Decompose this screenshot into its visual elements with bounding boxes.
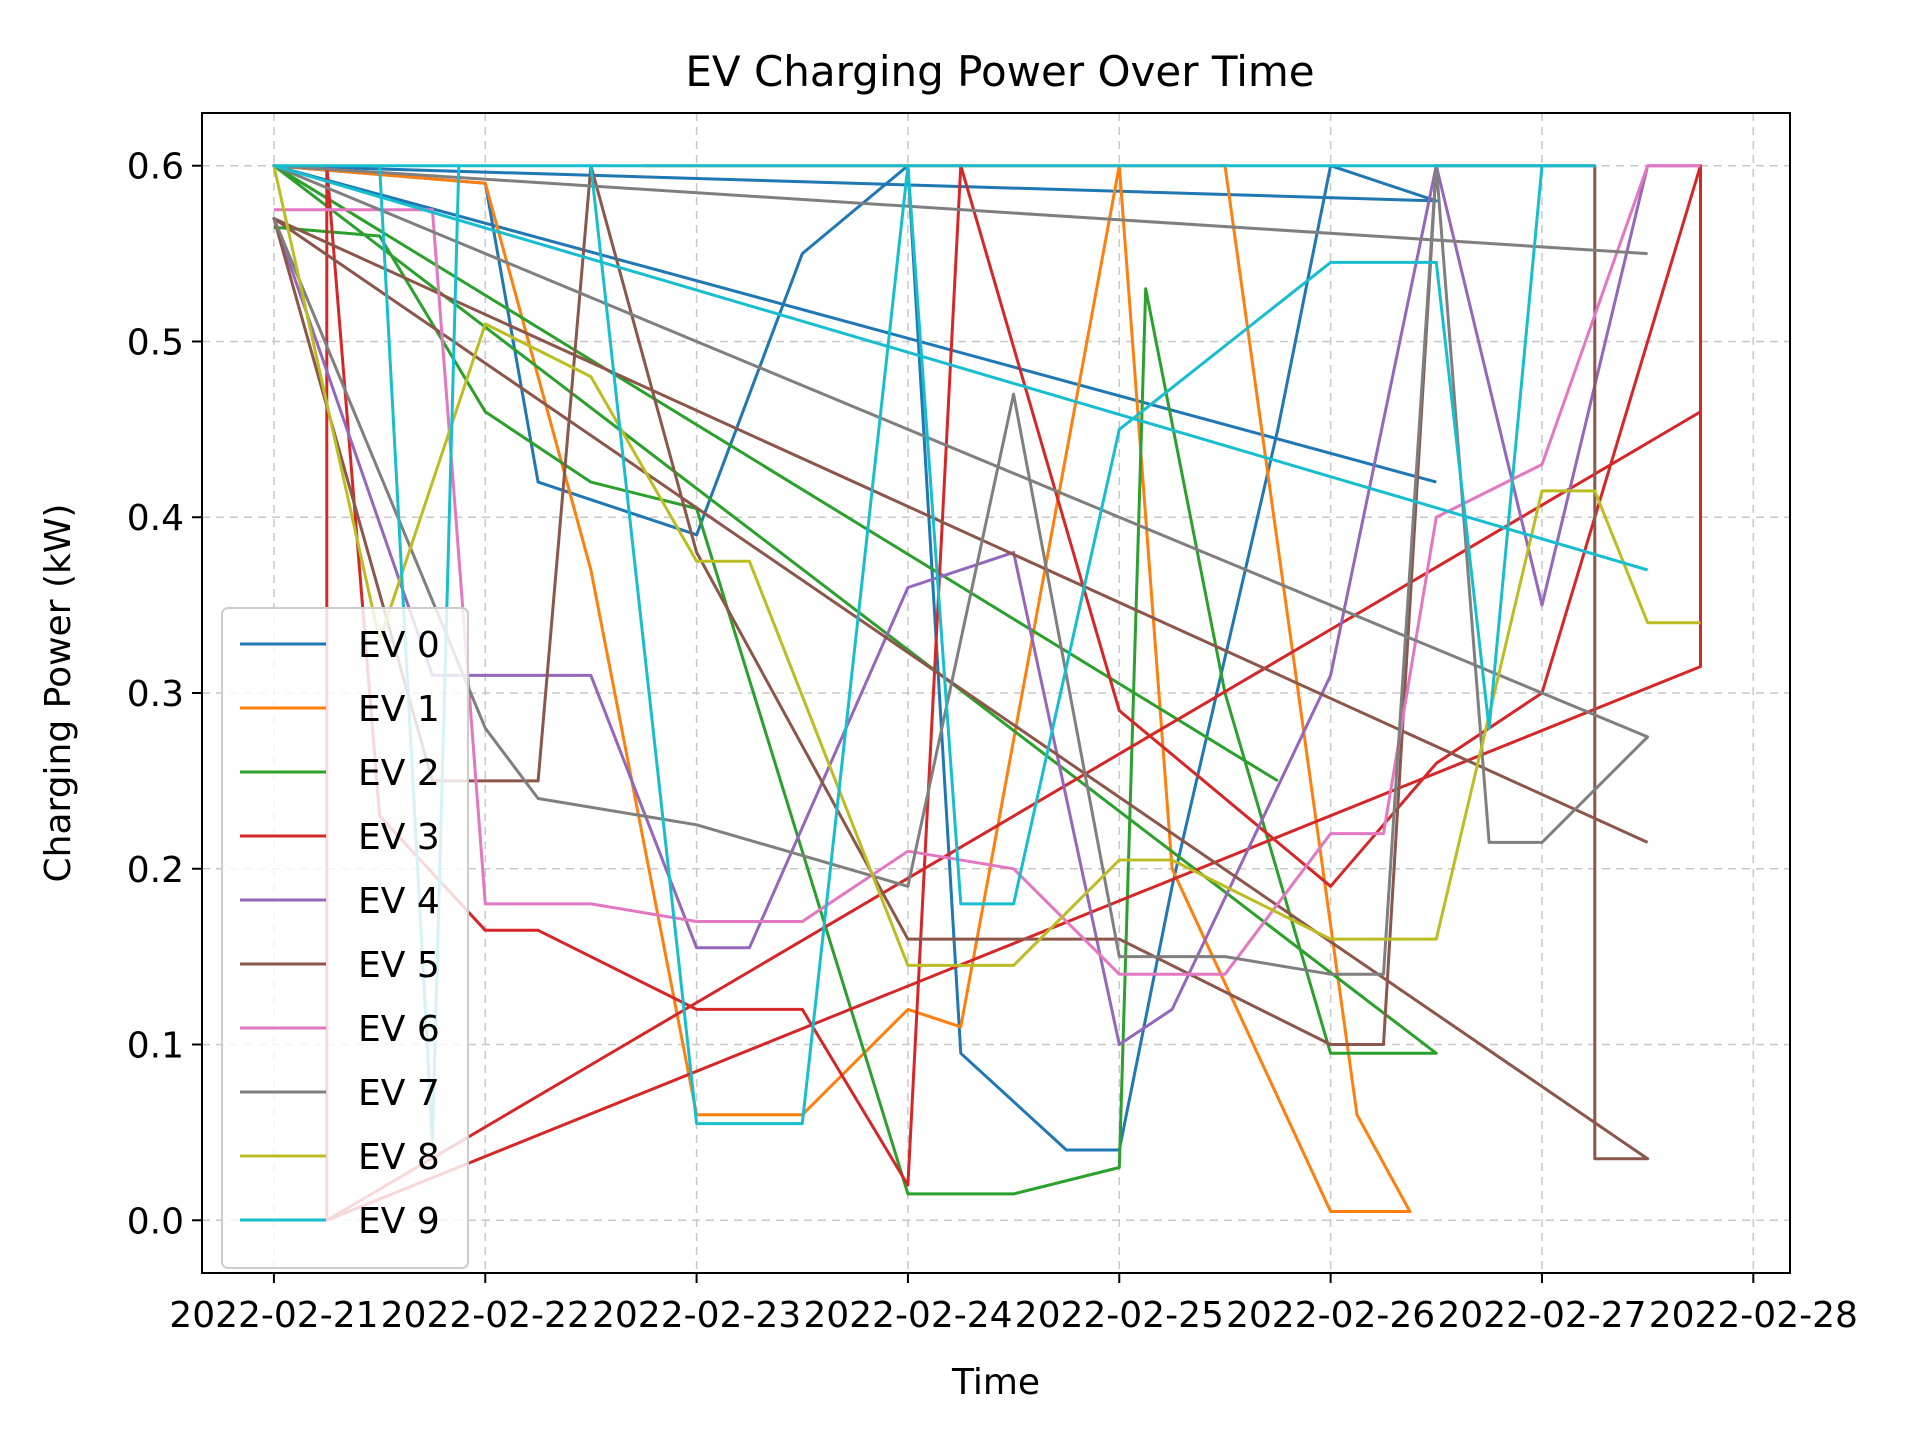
series-line-ev-8	[272, 165, 1701, 967]
x-tick-label: 2022-02-21	[169, 1295, 378, 1336]
chart-title: EV Charging Power Over Time	[685, 47, 1314, 96]
legend: EV 0 EV 1 EV 2 EV 3 EV 4 EV 5 EV 6 EV 7 EV 8 EV 9	[221, 607, 469, 1269]
x-tick-label: 2022-02-23	[592, 1295, 801, 1336]
y-tick-label: 0.5	[127, 322, 184, 363]
legend-label: EV 1	[358, 689, 440, 730]
y-tick-label: 0.1	[127, 1026, 184, 1067]
x-axis-label: Time	[951, 1362, 1040, 1403]
y-tick-label: 0.2	[127, 850, 184, 891]
series-line-ev-4	[272, 164, 1701, 1046]
y-axis: 0.0 0.1 0.2 0.3 0.4 0.5 0.6	[127, 147, 202, 1242]
y-axis-label: Charging Power (kW)	[38, 504, 79, 883]
x-tick-label: 2022-02-22	[381, 1295, 590, 1336]
series-line-ev-1	[273, 164, 1412, 1213]
legend-label: EV 2	[358, 753, 440, 794]
x-tick-label: 2022-02-28	[1649, 1295, 1858, 1336]
legend-label: EV 4	[358, 881, 440, 922]
y-tick-label: 0.4	[127, 498, 184, 539]
y-tick-label: 0.6	[127, 147, 184, 188]
x-tick-label: 2022-02-27	[1437, 1295, 1646, 1336]
series-line-ev-9	[272, 164, 1649, 1143]
x-tick-label: 2022-02-26	[1226, 1295, 1435, 1336]
series-line-ev-7	[272, 164, 1650, 976]
y-tick-label: 0.3	[127, 674, 184, 715]
legend-label: EV 6	[358, 1009, 440, 1050]
legend-label: EV 5	[358, 945, 440, 986]
legend-label: EV 8	[358, 1137, 440, 1178]
series-line-ev-6	[273, 164, 1701, 976]
x-tick-label: 2022-02-24	[803, 1295, 1012, 1336]
legend-label: EV 7	[358, 1073, 440, 1114]
series-line-ev-5	[272, 164, 1650, 1161]
legend-label: EV 0	[358, 625, 440, 666]
y-tick-label: 0.0	[127, 1201, 184, 1242]
series-line-ev-2	[272, 164, 1438, 1196]
x-axis: 2022-02-21 2022-02-22 2022-02-23 2022-02-24…	[169, 1273, 1858, 1336]
x-tick-label: 2022-02-25	[1015, 1295, 1224, 1336]
series-line-ev-0	[272, 164, 1438, 1152]
legend-label: EV 9	[358, 1201, 440, 1242]
legend-label: EV 3	[358, 817, 440, 858]
